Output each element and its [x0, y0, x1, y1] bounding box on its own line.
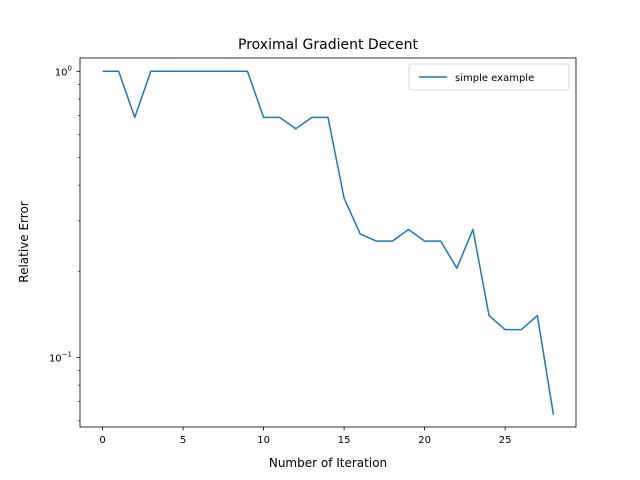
x-tick-label: 10 — [257, 435, 270, 446]
legend-box — [408, 63, 570, 91]
plot-area: 100 10−1 0 5 10 15 20 25 simple example — [49, 57, 577, 446]
y-tick-label: 100 — [55, 64, 72, 78]
x-tick-label: 15 — [338, 435, 351, 446]
x-axis-label: Number of Iteration — [269, 456, 387, 470]
x-tick-label: 25 — [499, 435, 512, 446]
axes-frame — [79, 57, 577, 428]
x-tick-label: 0 — [99, 435, 105, 446]
series-line — [102, 70, 555, 415]
x-tick-label: 20 — [418, 435, 431, 446]
y-axis-label: Relative Error — [17, 201, 31, 283]
legend-label: simple example — [455, 73, 534, 84]
chart-title: Proximal Gradient Decent — [238, 37, 418, 53]
x-tick-label: 5 — [180, 435, 186, 446]
y-tick-label: 10−1 — [49, 350, 72, 364]
